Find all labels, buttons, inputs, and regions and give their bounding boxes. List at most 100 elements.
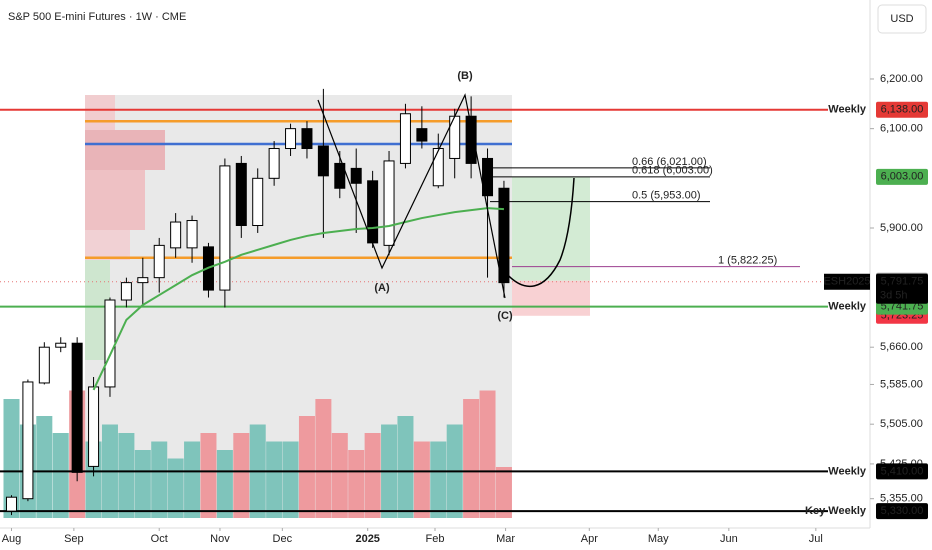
x-tick-label: Nov	[210, 533, 230, 545]
volume-bar	[364, 433, 381, 518]
price-label: 6,138.00	[881, 104, 924, 116]
wave-label: (C)	[497, 310, 513, 322]
y-tick-label: 5,900.00	[880, 222, 923, 234]
candle-body	[120, 282, 132, 301]
level-name: Weekly	[828, 465, 867, 477]
volume-bar	[479, 390, 496, 518]
x-tick-label: Aug	[2, 533, 22, 545]
volume-bar	[413, 441, 430, 518]
x-tick-label: 2025	[355, 533, 379, 545]
candle-body	[153, 244, 165, 279]
volume-bar	[36, 416, 53, 518]
currency-button[interactable]	[877, 4, 927, 34]
x-tick-label: May	[648, 533, 669, 545]
volume-bar	[134, 450, 151, 518]
candle-body	[465, 115, 477, 164]
x-tick-label: Sep	[64, 533, 84, 545]
volume-bar	[184, 441, 201, 518]
candle-body	[235, 162, 247, 227]
symbol-bg	[824, 273, 870, 290]
y-tick-label: 5,505.00	[880, 418, 923, 430]
x-tick-label: Apr	[581, 533, 598, 545]
price-label: 5,410.00	[881, 465, 924, 477]
x-tick-label: Feb	[426, 533, 445, 545]
price-label-bg	[876, 273, 928, 304]
x-tick-label: Dec	[273, 533, 293, 545]
x-tick-label: Mar	[496, 533, 515, 545]
candle-body	[317, 145, 329, 177]
currency[interactable]: USD	[890, 13, 913, 25]
price-label-bg	[876, 168, 928, 185]
volume-bar	[331, 433, 348, 518]
level-name: Weekly	[828, 300, 867, 312]
candle-body	[137, 277, 149, 284]
price-label-bg	[876, 463, 928, 480]
volume-bar	[282, 441, 299, 518]
volume-bar	[463, 399, 480, 518]
wave-lines	[317, 93, 506, 299]
volume-bar	[315, 399, 332, 518]
y-tick-label: 5,355.00	[880, 493, 923, 505]
volume-bar	[3, 399, 20, 518]
price-label: 5,330.00	[881, 505, 924, 517]
candle-body	[432, 148, 444, 187]
volume-bar	[151, 441, 168, 518]
candle-body	[498, 187, 510, 284]
volume-bar	[298, 416, 315, 518]
x-tick-label: Jul	[809, 533, 823, 545]
volume-bar	[52, 433, 69, 518]
candle-body	[104, 299, 116, 388]
level-name: Weekly	[828, 104, 867, 116]
y-tick-label: 6,100.00	[880, 123, 923, 135]
volume-bar	[495, 467, 512, 518]
moving-average	[92, 207, 505, 391]
candle-body	[285, 128, 297, 150]
candle-body	[268, 148, 280, 179]
x-tick-label: Oct	[151, 533, 168, 545]
candle-body	[170, 221, 182, 249]
volume-bar	[348, 450, 365, 518]
price-label-bg	[876, 101, 928, 118]
volume-bar	[216, 450, 233, 518]
candle-body	[482, 157, 494, 197]
fib-label: 0.5 (5,953.00)	[632, 190, 701, 202]
candle-body	[416, 128, 428, 142]
candle-body	[334, 162, 346, 189]
price-label-bg	[876, 503, 928, 520]
countdown: 3d 5h	[880, 290, 908, 302]
price-label: 5,791.75	[881, 276, 924, 288]
candle-body	[383, 160, 395, 246]
wave-label: (B)	[457, 70, 473, 82]
volume-bar	[200, 433, 217, 518]
level-name: Key Weekly	[805, 505, 867, 517]
volume-bar	[167, 458, 184, 518]
projection	[504, 177, 575, 288]
volume-bar	[397, 416, 414, 518]
y-tick-label: 5,660.00	[880, 341, 923, 353]
symbol: ESH2025	[823, 276, 870, 288]
target-zone	[512, 176, 590, 281]
fib-label: 0.66 (6,021.00)	[632, 156, 707, 168]
candle-body	[22, 381, 34, 500]
fib-label: 1 (5,822.25)	[718, 255, 777, 267]
candle-body	[88, 386, 100, 467]
y-tick-label: 6,200.00	[880, 73, 923, 85]
volume-bar	[233, 433, 250, 518]
chart-title: S&P 500 E-mini Futures · 1W · CME	[8, 11, 186, 23]
candle-body	[399, 113, 411, 164]
candle-body	[5, 496, 17, 512]
y-tick-label: 5,585.00	[880, 378, 923, 390]
volume-bar	[118, 433, 135, 518]
candle-body	[301, 128, 313, 150]
candle-body	[186, 220, 198, 249]
candle-body	[38, 346, 50, 384]
candle-body	[55, 342, 67, 348]
candle-body	[219, 165, 231, 291]
x-tick-label: Jun	[720, 533, 738, 545]
price-label: 6,003.00	[881, 171, 924, 183]
volume-bar	[266, 441, 283, 518]
fib-label: 0.618 (6,003.00)	[632, 165, 713, 177]
candle-body	[71, 342, 83, 473]
candle-body	[350, 167, 362, 184]
